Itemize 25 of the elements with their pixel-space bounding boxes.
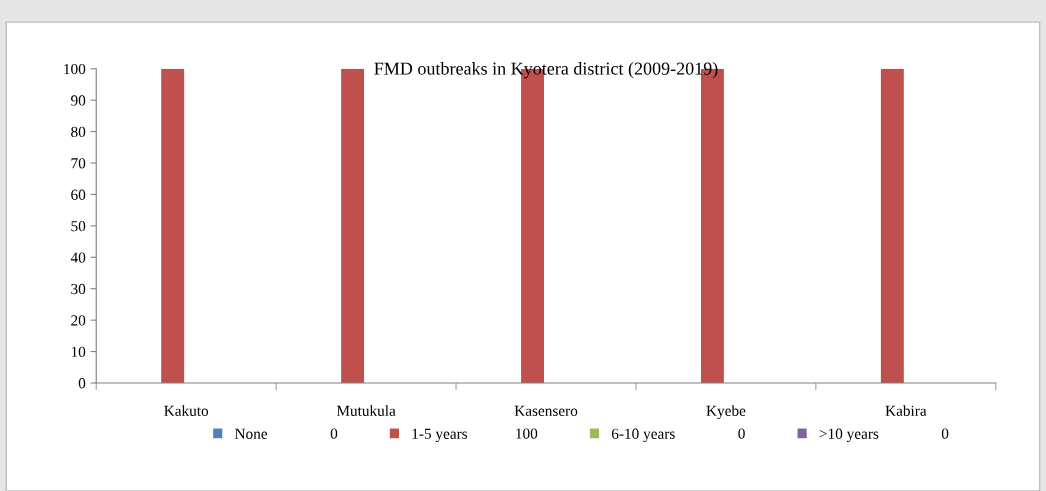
y-tick-label: 30 <box>71 283 86 295</box>
legend-label: >10 years <box>819 428 879 443</box>
legend-label: 1-5 years <box>412 428 468 443</box>
y-tick-label: 80 <box>71 126 86 138</box>
y-tick-label: 100 <box>64 63 86 75</box>
y-tick-label: 20 <box>71 315 86 326</box>
x-tick-label: Kabira <box>885 405 927 416</box>
x-tick-label: Kakuto <box>164 405 209 416</box>
y-tick-label: 40 <box>70 252 86 263</box>
y-tick-label: 70 <box>71 158 86 169</box>
text: 100 <box>516 428 538 439</box>
legend-label: None <box>234 428 268 439</box>
chart-title: FMD outbreaks in Kyotera district (2009-2019) <box>374 62 718 79</box>
text: 0 <box>330 428 338 439</box>
text: 0 <box>941 428 949 439</box>
x-tick-label: Kasensero <box>514 405 578 416</box>
y-tick-label: 0 <box>78 378 86 389</box>
x-tick-label: Mutukula <box>336 405 396 416</box>
y-tick-label: 10 <box>71 346 86 358</box>
text: 0 <box>738 428 745 439</box>
y-tick-label: 90 <box>71 95 86 106</box>
x-tick-label: Kyebe <box>706 405 746 420</box>
legend-label: 6-10 years <box>611 428 675 443</box>
y-tick-label: 50 <box>71 221 86 232</box>
y-tick-label: 60 <box>71 189 86 200</box>
